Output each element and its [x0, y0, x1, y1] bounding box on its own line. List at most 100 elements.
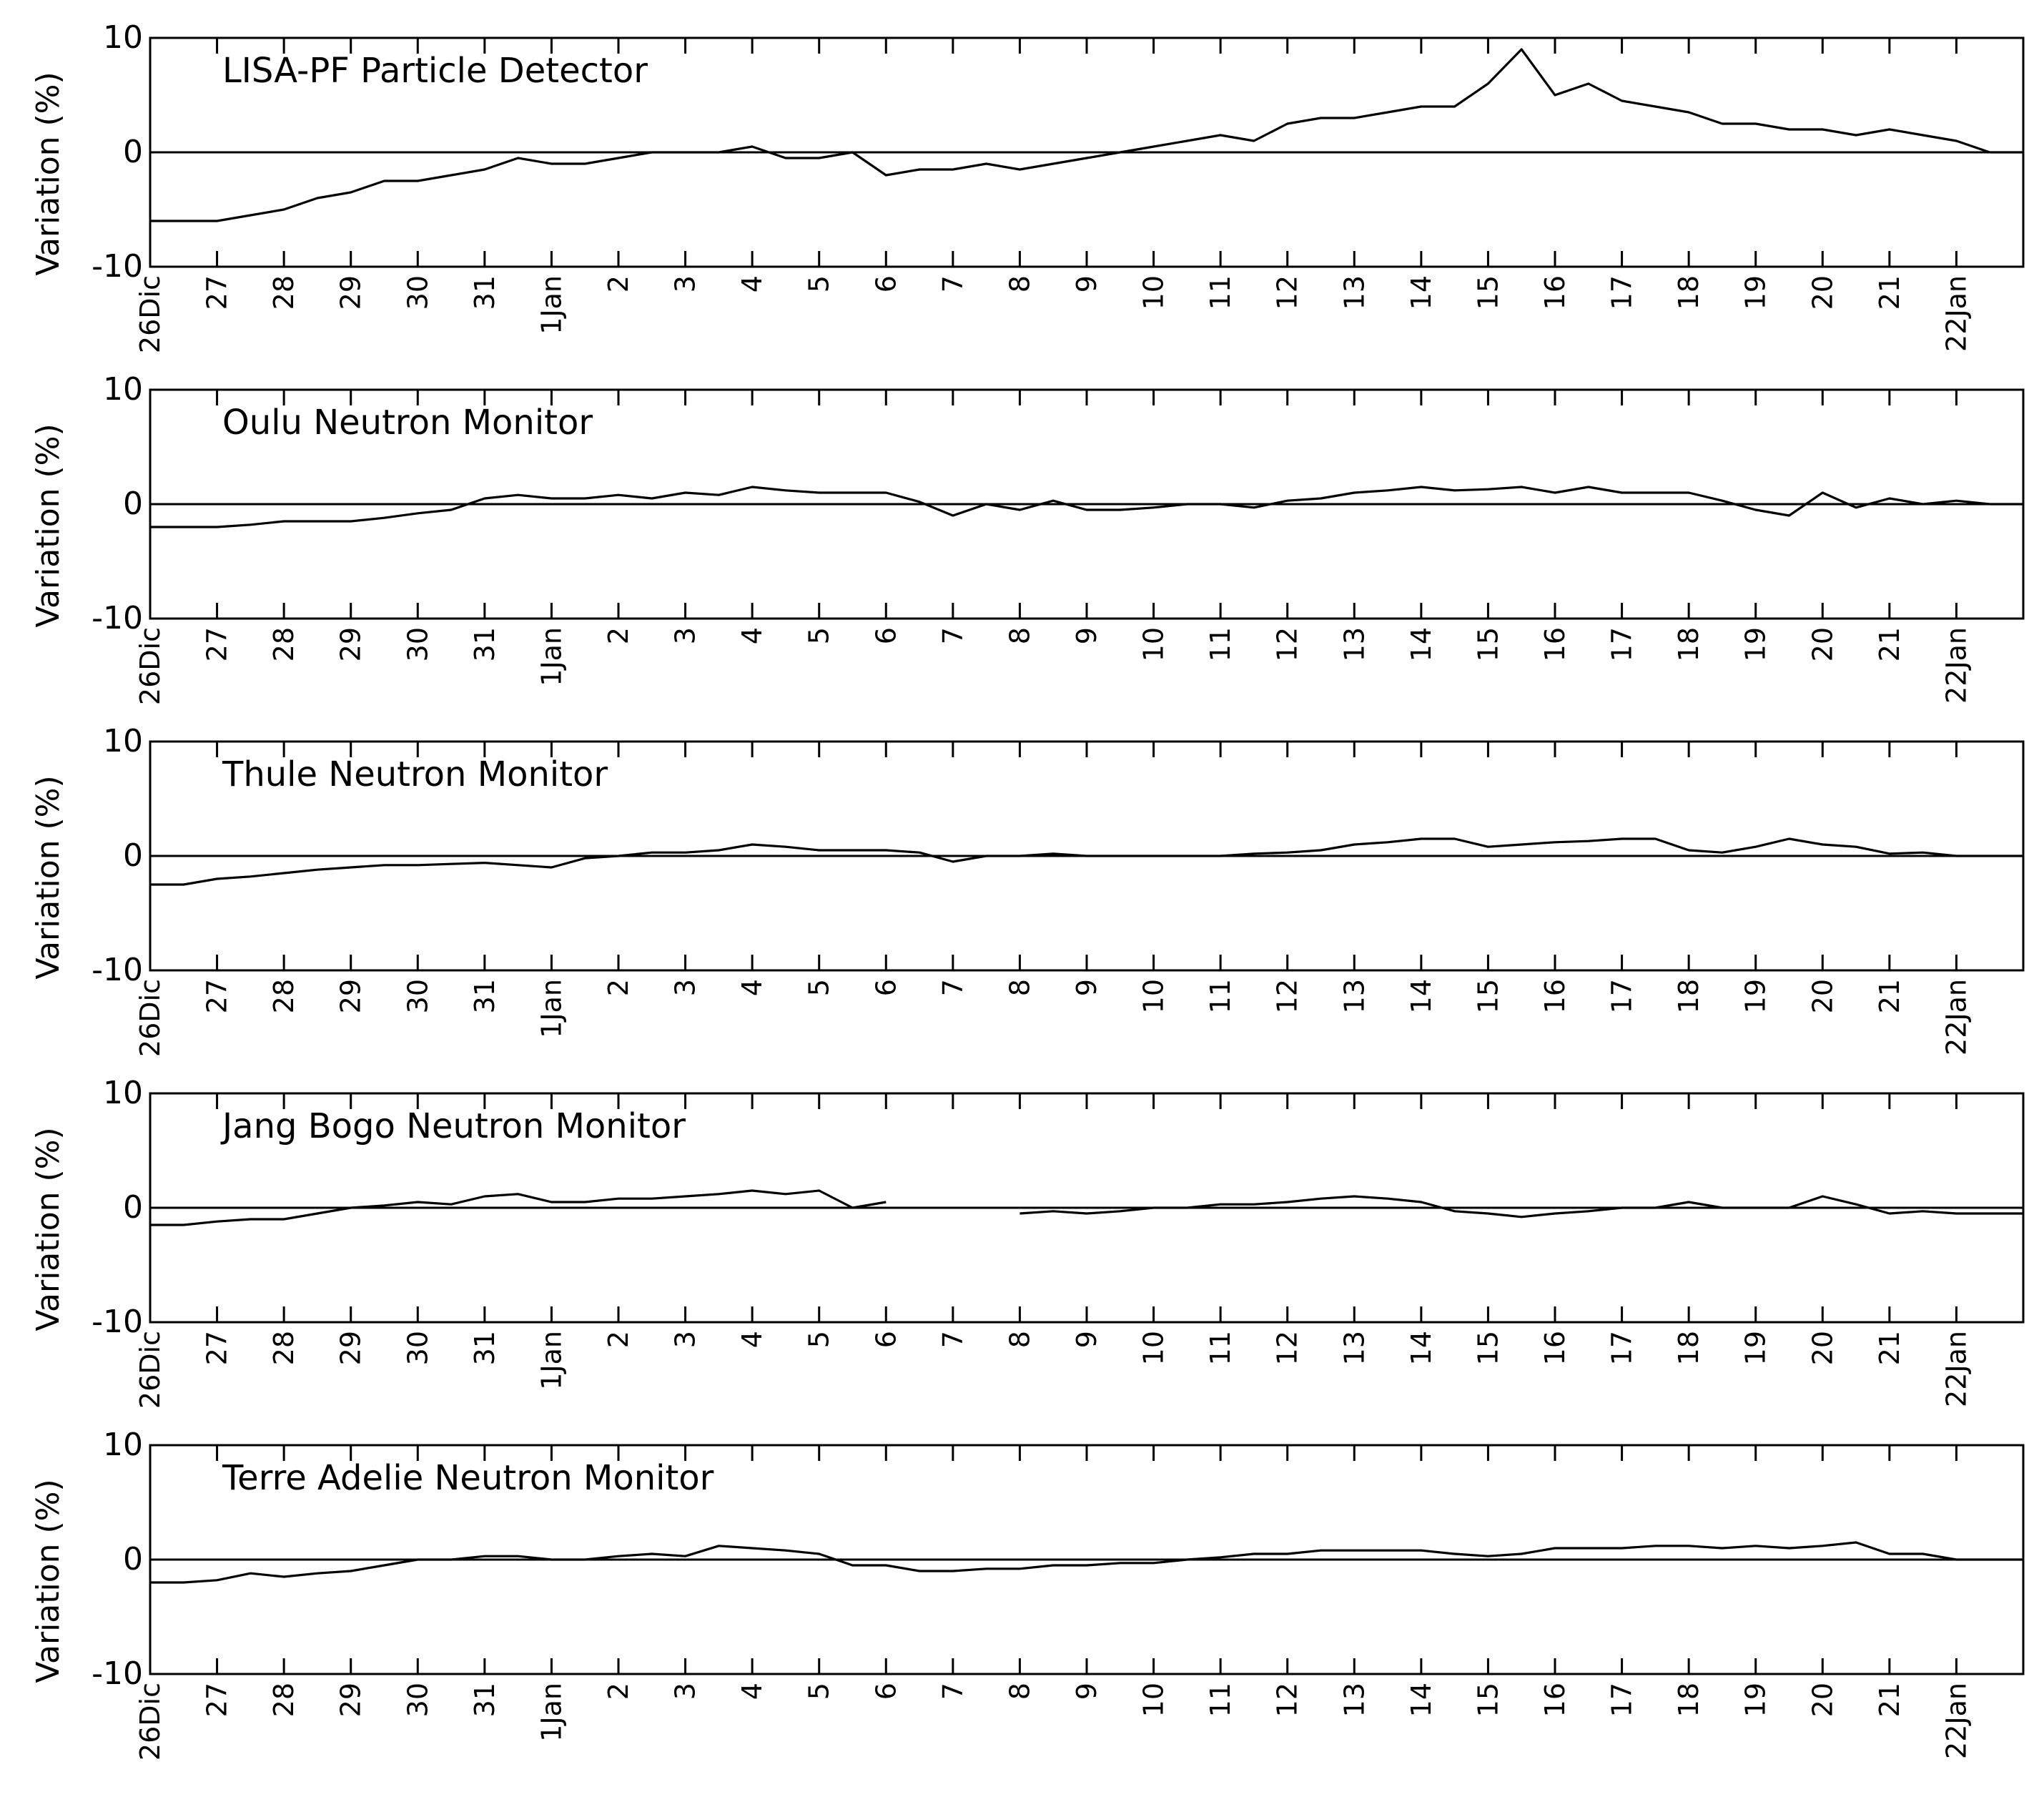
- x-tick-label: 31: [469, 275, 500, 310]
- x-tick-label: 6: [870, 1683, 902, 1700]
- x-tick-label: 1Jan: [535, 627, 567, 686]
- x-tick-label: 15: [1472, 627, 1504, 661]
- x-tick-label: 5: [804, 627, 835, 644]
- panel-title: Terre Adelie Neutron Monitor: [222, 1458, 714, 1498]
- x-tick-label: 9: [1071, 1683, 1102, 1700]
- x-tick-label: 20: [1807, 275, 1838, 310]
- y-tick-label: 0: [123, 1189, 143, 1226]
- x-tick-label: 7: [937, 979, 969, 996]
- x-tick-label: 10: [1138, 627, 1170, 661]
- x-tick-label: 28: [268, 275, 300, 310]
- x-tick-label: 20: [1807, 627, 1838, 661]
- x-tick-label: 22Jan: [1940, 627, 1972, 704]
- x-tick-label: 30: [402, 627, 433, 661]
- x-tick-label: 3: [670, 1331, 701, 1348]
- x-tick-label: 22Jan: [1940, 275, 1972, 352]
- x-tick-label: 21: [1874, 1683, 1905, 1717]
- x-tick-label: 15: [1472, 1331, 1504, 1365]
- y-axis-label: Variation (%): [30, 1479, 66, 1683]
- x-tick-label: 31: [469, 1683, 500, 1717]
- x-tick-label: 12: [1272, 627, 1303, 661]
- x-tick-label: 20: [1807, 1683, 1838, 1717]
- x-tick-label: 3: [670, 627, 701, 644]
- x-tick-label: 15: [1472, 275, 1504, 310]
- x-tick-label: 11: [1205, 275, 1236, 310]
- x-tick-label: 8: [1004, 1683, 1035, 1700]
- x-tick-label: 20: [1807, 979, 1838, 1013]
- x-tick-label: 11: [1205, 979, 1236, 1013]
- x-tick-label: 6: [870, 275, 902, 292]
- x-tick-label: 9: [1071, 275, 1102, 292]
- x-tick-label: 31: [469, 1331, 500, 1365]
- x-tick-label: 15: [1472, 979, 1504, 1013]
- x-tick-label: 4: [736, 1683, 768, 1700]
- data-line: [150, 48, 2023, 222]
- x-tick-label: 16: [1539, 275, 1571, 310]
- x-tick-label: 6: [870, 979, 902, 996]
- x-tick-label: 7: [937, 1683, 969, 1700]
- x-tick-label: 11: [1205, 1331, 1236, 1365]
- x-tick-label: 22Jan: [1940, 979, 1972, 1055]
- y-tick-label: -10: [92, 248, 143, 285]
- x-tick-label: 8: [1004, 979, 1035, 996]
- y-tick-label: 0: [123, 837, 143, 874]
- y-tick-label: 10: [103, 1427, 143, 1463]
- x-tick-label: 27: [202, 275, 233, 310]
- x-tick-label: 7: [937, 627, 969, 644]
- x-tick-label: 18: [1673, 979, 1704, 1013]
- x-tick-label: 21: [1874, 1331, 1905, 1365]
- y-tick-label: 0: [123, 1541, 143, 1577]
- panel-title: Oulu Neutron Monitor: [222, 403, 593, 443]
- x-tick-label: 19: [1740, 275, 1772, 310]
- x-tick-label: 16: [1539, 979, 1571, 1013]
- x-tick-label: 14: [1406, 627, 1437, 661]
- x-tick-label: 6: [870, 1331, 902, 1348]
- x-tick-label: 21: [1874, 627, 1905, 661]
- x-tick-label: 13: [1338, 979, 1370, 1013]
- x-tick-label: 18: [1673, 627, 1704, 661]
- y-axis-label: Variation (%): [30, 1127, 66, 1331]
- x-tick-label: 9: [1071, 979, 1102, 996]
- x-tick-label: 18: [1673, 1683, 1704, 1717]
- x-tick-label: 30: [402, 1331, 433, 1365]
- x-tick-label: 3: [670, 1683, 701, 1700]
- x-tick-label: 10: [1138, 275, 1170, 310]
- x-tick-label: 8: [1004, 1331, 1035, 1348]
- x-tick-label: 29: [335, 275, 367, 310]
- x-tick-label: 17: [1606, 275, 1638, 310]
- x-tick-label: 29: [335, 1683, 367, 1717]
- x-tick-label: 2: [603, 1683, 634, 1700]
- x-tick-label: 22Jan: [1940, 1683, 1972, 1759]
- y-axis-label: Variation (%): [30, 72, 66, 275]
- x-tick-label: 4: [736, 979, 768, 996]
- x-tick-label: 18: [1673, 1331, 1704, 1365]
- x-tick-label: 17: [1606, 1331, 1638, 1365]
- x-tick-label: 12: [1272, 1683, 1303, 1717]
- x-tick-label: 19: [1740, 627, 1772, 661]
- x-tick-label: 2: [603, 627, 634, 644]
- y-axis-label: Variation (%): [30, 423, 66, 627]
- y-tick-label: 0: [123, 486, 143, 522]
- x-tick-label: 13: [1338, 275, 1370, 310]
- y-axis-label: Variation (%): [30, 775, 66, 979]
- x-tick-label: 17: [1606, 1683, 1638, 1717]
- x-tick-label: 31: [469, 627, 500, 661]
- x-tick-label: 7: [937, 275, 969, 292]
- x-tick-label: 13: [1338, 1683, 1370, 1717]
- x-tick-label: 26Dic: [134, 1331, 166, 1409]
- x-tick-label: 13: [1338, 1331, 1370, 1365]
- panel-title: Thule Neutron Monitor: [222, 754, 608, 794]
- y-tick-label: 0: [123, 134, 143, 170]
- x-tick-label: 26Dic: [134, 627, 166, 705]
- data-line: [150, 486, 2023, 528]
- x-tick-label: 19: [1740, 1331, 1772, 1365]
- x-tick-label: 14: [1406, 1331, 1437, 1365]
- y-tick-label: 10: [103, 1075, 143, 1111]
- x-tick-label: 5: [804, 1331, 835, 1348]
- x-tick-label: 12: [1272, 275, 1303, 310]
- x-tick-label: 28: [268, 1331, 300, 1365]
- x-tick-label: 26Dic: [134, 275, 166, 353]
- x-tick-label: 12: [1272, 979, 1303, 1013]
- x-tick-label: 22Jan: [1940, 1331, 1972, 1407]
- x-tick-label: 3: [670, 275, 701, 292]
